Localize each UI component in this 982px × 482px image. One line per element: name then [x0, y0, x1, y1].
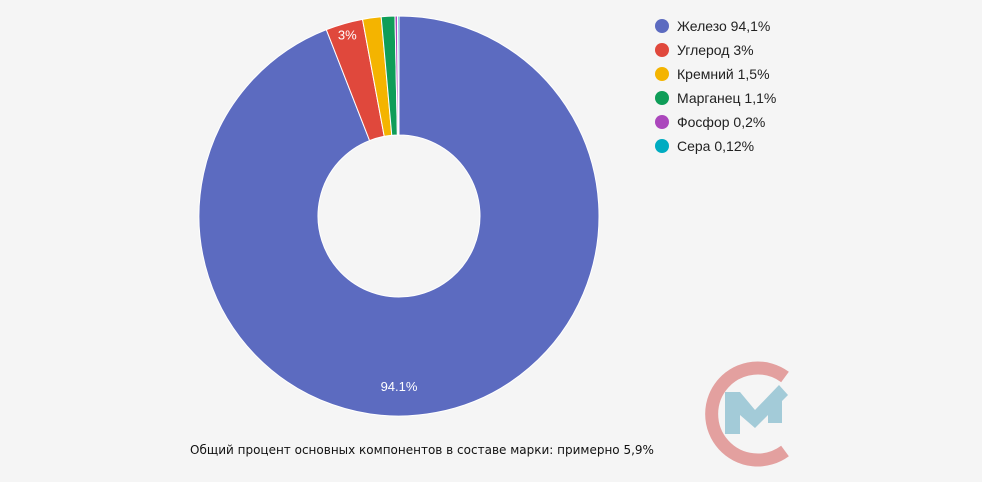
slice-label-1: 3%: [338, 28, 357, 43]
legend-dot-icon: [655, 19, 669, 33]
logo-ring: [705, 361, 789, 467]
legend-dot-icon: [655, 91, 669, 105]
legend-label: Сера 0,12%: [677, 138, 755, 154]
legend-item[interactable]: Марганец 1,1%: [655, 86, 776, 110]
legend-dot-icon: [655, 67, 669, 81]
legend-dot-icon: [655, 115, 669, 129]
legend-label: Кремний 1,5%: [677, 66, 770, 82]
legend: Железо 94,1% Углерод 3% Кремний 1,5% Марган…: [655, 14, 776, 158]
slice-label-0: 94.1%: [381, 379, 418, 394]
chart-caption: Общий процент основных компонентов в сос…: [190, 443, 654, 457]
legend-item[interactable]: Железо 94,1%: [655, 14, 776, 38]
legend-item[interactable]: Углерод 3%: [655, 38, 776, 62]
legend-dot-icon: [655, 139, 669, 153]
legend-label: Углерод 3%: [677, 42, 754, 58]
slice-5[interactable]: [396, 15, 400, 136]
legend-item[interactable]: Сера 0,12%: [655, 134, 776, 158]
legend-label: Железо 94,1%: [677, 18, 771, 34]
legend-label: Фосфор 0,2%: [677, 114, 766, 130]
logo: [705, 361, 789, 467]
slice-0[interactable]: [198, 15, 600, 417]
legend-label: Марганец 1,1%: [677, 90, 777, 106]
legend-item[interactable]: Фосфор 0,2%: [655, 110, 776, 134]
legend-item[interactable]: Кремний 1,5%: [655, 62, 776, 86]
logo-mark: [725, 385, 788, 434]
legend-dot-icon: [655, 43, 669, 57]
